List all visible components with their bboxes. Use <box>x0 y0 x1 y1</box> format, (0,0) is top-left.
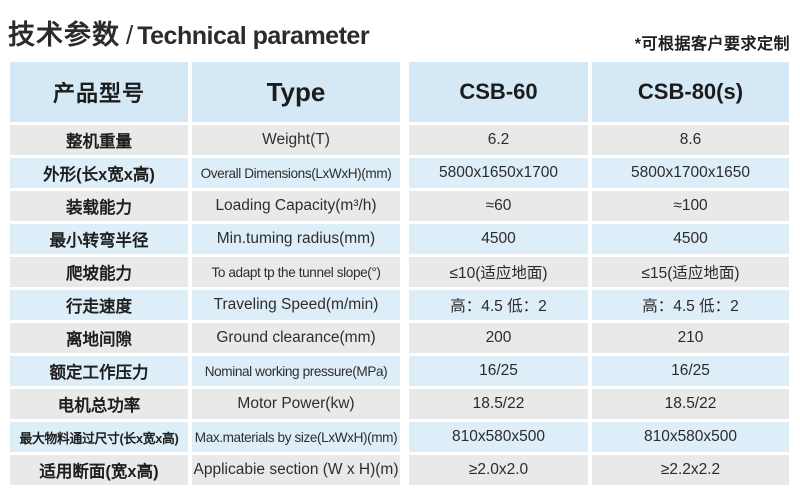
customization-note: *可根据客户要求定制 <box>634 36 790 53</box>
page-title-en: Technical parameter <box>137 22 370 50</box>
value-csb80s: 8.6 <box>592 125 789 155</box>
row-label-en: Overall Dimensions(LxWxH)(mm) <box>192 158 400 188</box>
value-csb60: 810x580x500 <box>409 422 588 452</box>
row-label-zh: 最小转弯半径 <box>10 224 188 254</box>
row-label-zh: 爬坡能力 <box>10 257 188 287</box>
value-csb60: 高：4.5 低：2 <box>409 290 588 320</box>
row-label-en: Motor Power(kw) <box>192 389 400 419</box>
row-label-en: Min.tuming radius(mm) <box>192 224 400 254</box>
row-label-en: Weight(T) <box>192 125 400 155</box>
value-csb60: ≤10(适应地面) <box>409 257 588 287</box>
value-csb60: ≈60 <box>409 191 588 221</box>
page-title-separator: / <box>126 20 134 50</box>
value-csb80s: ≈100 <box>592 191 789 221</box>
header-param-name-en: Type <box>192 62 400 122</box>
value-csb60: 18.5/22 <box>409 389 588 419</box>
row-label-zh: 适用断面(宽x高) <box>10 455 188 485</box>
value-csb60: 4500 <box>409 224 588 254</box>
row-label-zh: 额定工作压力 <box>10 356 188 386</box>
page-title: 技术参数 / Technical parameter <box>8 13 370 52</box>
value-csb80s: ≥2.2x2.2 <box>592 455 789 485</box>
row-label-zh: 最大物料通过尺寸(长x宽x高) <box>10 422 188 452</box>
row-label-zh: 装载能力 <box>10 191 188 221</box>
value-csb60: ≥2.0x2.0 <box>409 455 588 485</box>
value-csb80s: 210 <box>592 323 789 353</box>
page-title-zh: 技术参数 <box>8 20 120 50</box>
value-csb80s: ≤15(适应地面) <box>592 257 789 287</box>
value-csb80s: 高：4.5 低：2 <box>592 290 789 320</box>
row-label-en: Max.materials by size(LxWxH)(mm) <box>192 422 400 452</box>
value-csb80s: 16/25 <box>592 356 789 386</box>
value-csb80s: 4500 <box>592 224 789 254</box>
row-label-zh: 行走速度 <box>10 290 188 320</box>
value-csb60: 5800x1650x1700 <box>409 158 588 188</box>
row-label-zh: 电机总功率 <box>10 389 188 419</box>
value-csb60: 6.2 <box>409 125 588 155</box>
header-model-csb60: CSB-60 <box>409 62 588 122</box>
value-csb80s: 18.5/22 <box>592 389 789 419</box>
value-csb60: 200 <box>409 323 588 353</box>
row-label-en: Nominal working pressure(MPa) <box>192 356 400 386</box>
row-label-zh: 离地间隙 <box>10 323 188 353</box>
value-csb80s: 5800x1700x1650 <box>592 158 789 188</box>
header-param-name-zh: 产品型号 <box>10 62 188 122</box>
row-label-en: Loading Capacity(m³/h) <box>192 191 400 221</box>
row-label-en: Traveling Speed(m/min) <box>192 290 400 320</box>
value-csb80s: 810x580x500 <box>592 422 789 452</box>
value-csb60: 16/25 <box>409 356 588 386</box>
header-model-csb80s: CSB-80(s) <box>592 62 789 122</box>
row-label-en: Applicabie section (W x H)(m) <box>192 455 400 485</box>
technical-parameter-table: 产品型号 Type CSB-60 CSB-80(s) 整机重量 Weight(T… <box>10 62 789 485</box>
row-label-en: Ground clearance(mm) <box>192 323 400 353</box>
row-label-zh: 外形(长x宽x高) <box>10 158 188 188</box>
row-label-zh: 整机重量 <box>10 125 188 155</box>
row-label-en: To adapt tp the tunnel slope(°) <box>192 257 400 287</box>
